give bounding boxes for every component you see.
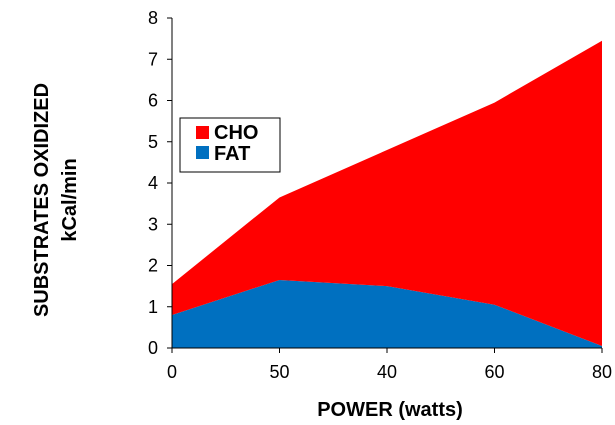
legend-swatch-cho — [196, 126, 209, 139]
legend-swatch-fat — [196, 146, 209, 159]
axes — [167, 17, 603, 353]
y-tick-label: 1 — [148, 297, 158, 317]
y-tick-label: 3 — [148, 214, 158, 234]
x-tick-label: 0 — [167, 362, 177, 382]
legend-label-cho: CHO — [214, 122, 258, 144]
area-cho — [172, 40, 602, 346]
y-tick-label: 7 — [148, 49, 158, 69]
y-tick-label: 2 — [148, 256, 158, 276]
y-tick-label: 4 — [148, 173, 158, 193]
x-tick-label: 50 — [269, 362, 289, 382]
area-fat — [172, 279, 602, 348]
y-tick-label: 6 — [148, 91, 158, 111]
y-axis-title-line1: SUBSTRATES OXIDIZED — [31, 83, 53, 317]
plot-area — [172, 40, 602, 348]
legend-label-fat: FAT — [214, 143, 250, 165]
y-tick-label: 5 — [148, 132, 158, 152]
y-axis-title: SUBSTRATES OXIDIZED kCal/min — [31, 83, 81, 317]
y-tick-label: 0 — [148, 338, 158, 358]
x-tick-label: 60 — [484, 362, 504, 382]
x-tick-label: 40 — [377, 362, 397, 382]
legend: CHO FAT — [179, 117, 281, 173]
x-tick-label: 80 — [592, 362, 612, 382]
y-tick-label: 8 — [148, 8, 158, 28]
y-axis-title-line2: kCal/min — [59, 158, 81, 241]
x-axis-title: POWER (watts) — [317, 399, 463, 421]
